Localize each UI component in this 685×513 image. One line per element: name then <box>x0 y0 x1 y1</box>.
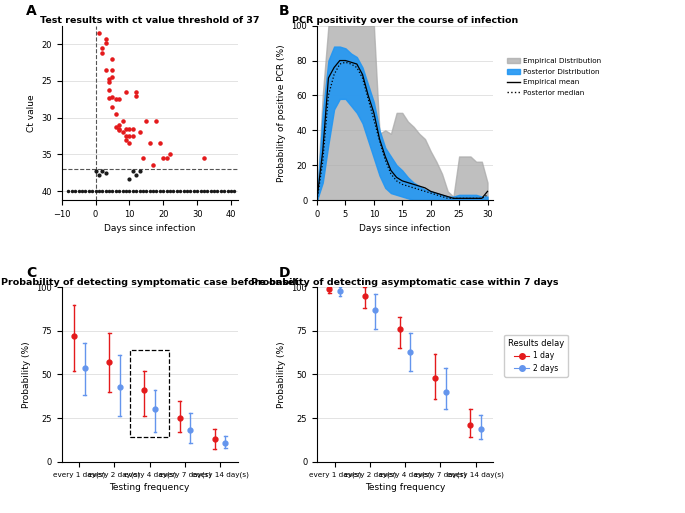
X-axis label: Testing frequency: Testing frequency <box>365 483 445 492</box>
Text: D: D <box>278 266 290 280</box>
X-axis label: Testing frequency: Testing frequency <box>110 483 190 492</box>
X-axis label: Days since infection: Days since infection <box>104 224 195 233</box>
Y-axis label: Probability (%): Probability (%) <box>22 341 31 408</box>
X-axis label: Days since infection: Days since infection <box>360 224 451 233</box>
Text: A: A <box>27 4 37 18</box>
Title: Test results with ct value threshold of 37: Test results with ct value threshold of … <box>40 16 260 25</box>
Y-axis label: Ct value: Ct value <box>27 94 36 132</box>
Legend: Empirical Distribution, Posterior Distribution, Empirical mean, Posterior median: Empirical Distribution, Posterior Distri… <box>504 55 603 98</box>
Title: PCR positivity over the course of infection: PCR positivity over the course of infect… <box>292 16 519 25</box>
Title: Probability of detecting symptomatic case before onset: Probability of detecting symptomatic cas… <box>1 278 299 286</box>
Bar <box>130 350 169 437</box>
Title: Probability of detecting asymptomatic case within 7 days: Probability of detecting asymptomatic ca… <box>251 278 559 286</box>
Text: C: C <box>27 266 37 280</box>
Text: B: B <box>278 4 289 18</box>
Legend: 1 day, 2 days: 1 day, 2 days <box>504 334 568 377</box>
Y-axis label: Probability of positive PCR (%): Probability of positive PCR (%) <box>277 44 286 182</box>
Legend: Negative, Positive: Negative, Positive <box>338 66 398 108</box>
Y-axis label: Probability (%): Probability (%) <box>277 341 286 408</box>
